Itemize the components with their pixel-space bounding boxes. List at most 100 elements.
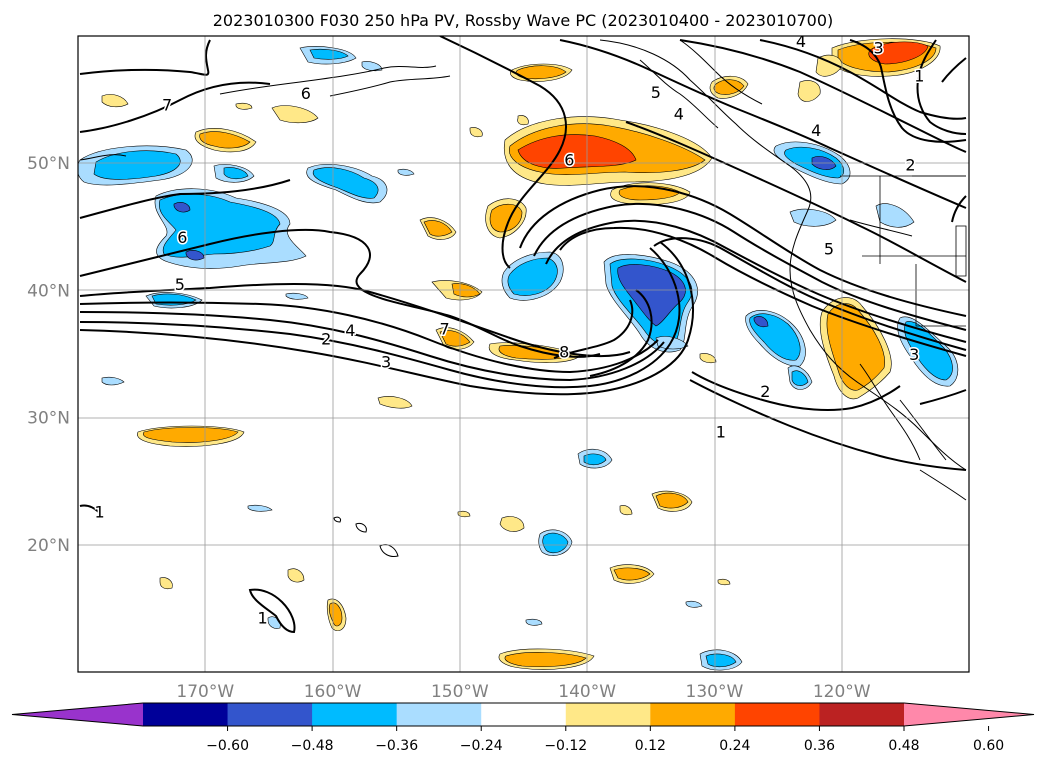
latitude-label: 40°N bbox=[27, 281, 70, 301]
longitude-label: 170°W bbox=[176, 682, 234, 702]
pv-anomaly-pos-strong bbox=[868, 41, 929, 65]
colorbar-segment bbox=[481, 703, 567, 726]
contour-label: 7 bbox=[162, 96, 172, 115]
pv-anomaly-neg-mid bbox=[507, 257, 558, 296]
pv-anomaly-pos-weak bbox=[159, 577, 173, 590]
pv-anomaly-pos-mid bbox=[143, 427, 239, 443]
longitude-label: 140°W bbox=[558, 682, 616, 702]
colorbar-segment bbox=[143, 703, 229, 726]
latitude-label: 20°N bbox=[27, 536, 70, 556]
contour-label: 1 bbox=[95, 503, 105, 522]
latitude-label: 30°N bbox=[27, 409, 70, 429]
pv-anomaly-pos-mid bbox=[199, 131, 251, 149]
colorbar-extend-max bbox=[904, 703, 1034, 726]
colorbar-tick-label: −0.36 bbox=[375, 738, 418, 754]
contour-label: 6 bbox=[564, 150, 574, 169]
colorbar-segment bbox=[819, 703, 905, 726]
latitude-labels: 20°N 30°N 40°N 50°N bbox=[27, 154, 70, 556]
colorbar-outline bbox=[11, 702, 1035, 727]
pv-anomaly-neg-weak bbox=[397, 168, 415, 176]
colorbar-tick-label: 0.36 bbox=[804, 738, 835, 754]
longitude-label: 130°W bbox=[686, 682, 744, 702]
pv-anomaly-neg-weak bbox=[101, 376, 125, 386]
colorbar-segment bbox=[734, 703, 820, 726]
colorbar-tick-label: −0.12 bbox=[544, 738, 587, 754]
pv-anomaly-pos-strong bbox=[517, 134, 637, 169]
colorbar-segment bbox=[312, 703, 398, 726]
pv-anomaly-pos-mid bbox=[613, 567, 651, 581]
pv-anomaly-pos-weak bbox=[469, 127, 483, 138]
colorbar-segment bbox=[565, 703, 651, 726]
contour-label: 1 bbox=[257, 608, 267, 627]
contour-label: 7 bbox=[439, 320, 449, 339]
contour-label: 4 bbox=[674, 105, 684, 124]
pv-anomaly-neg-mid bbox=[93, 150, 181, 180]
pv-anomaly-pos-weak bbox=[235, 102, 253, 110]
pv-anomaly-pos-mid bbox=[655, 492, 689, 509]
pv-anomaly-pos-weak bbox=[287, 568, 305, 583]
contour-label: 5 bbox=[824, 239, 834, 258]
longitude-label: 160°W bbox=[304, 682, 362, 702]
pv-anomaly-neg-mid bbox=[312, 167, 379, 199]
colorbar-tick-label: −0.24 bbox=[460, 738, 503, 754]
pv-anomaly-pos-weak bbox=[717, 578, 731, 586]
pv-anomaly-pos-weak bbox=[517, 115, 529, 126]
contour-label: 3 bbox=[874, 38, 884, 57]
pv-anomaly-neg-mid bbox=[542, 532, 569, 554]
contour-label: 4 bbox=[811, 121, 821, 140]
contour-label: 1 bbox=[914, 66, 924, 85]
pv-anomaly-pos-mid bbox=[439, 330, 471, 347]
contour-label: 6 bbox=[301, 84, 311, 103]
pv-anomaly-pos-weak bbox=[797, 80, 821, 102]
map-frame bbox=[77, 35, 970, 673]
pv-anomaly-neg-strong bbox=[617, 264, 686, 327]
pv-positive-anomalies bbox=[101, 38, 941, 670]
contour-label: 5 bbox=[175, 275, 185, 294]
pv-anomaly-neg-mid bbox=[583, 453, 607, 466]
contour-label: 2 bbox=[321, 330, 331, 349]
pv-anomaly-neg-mid bbox=[791, 370, 809, 386]
pv-anomaly-neg-weak bbox=[655, 336, 689, 350]
contour-label: 6 bbox=[177, 228, 187, 247]
contour-label: 3 bbox=[909, 345, 919, 364]
pv-anomaly-pos-weak bbox=[271, 105, 319, 124]
pv-anomaly-pos-weak bbox=[377, 396, 413, 409]
pv-anomaly-pos-weak bbox=[457, 510, 471, 518]
contour-label: 2 bbox=[760, 382, 770, 401]
pv-anomaly-pos-weak bbox=[499, 516, 525, 532]
pv-anomaly-neg-strong bbox=[185, 250, 205, 261]
pv-anomaly-neg-mid bbox=[705, 653, 737, 668]
longitude-label: 150°W bbox=[431, 682, 489, 702]
pv-anomaly-pos-mid bbox=[423, 220, 453, 237]
longitude-label: 120°W bbox=[813, 682, 871, 702]
colorbar-tick-label: 0.24 bbox=[719, 738, 750, 754]
colorbar: −0.60 −0.48 −0.36 −0.24 −0.12 0.12 0.24 0.36 0.4… bbox=[11, 702, 1035, 754]
colorbar-tick-label: 0.60 bbox=[973, 738, 1004, 754]
pv-anomaly-neg-mid bbox=[223, 167, 249, 180]
pv-anomaly-pos-weak bbox=[699, 353, 717, 364]
colorbar-tick-label: 0.48 bbox=[888, 738, 919, 754]
pv-anomaly-neg-weak bbox=[875, 203, 915, 228]
contour-label: 2 bbox=[905, 155, 915, 174]
pv-anomaly-pos-mid bbox=[504, 652, 587, 668]
latitude-label: 50°N bbox=[27, 154, 70, 174]
pv-anomaly-neg-mid bbox=[309, 48, 349, 60]
contour-label: 3 bbox=[381, 353, 391, 372]
figure-title: 2023010300 F030 250 hPa PV, Rossby Wave … bbox=[213, 11, 834, 30]
pv-anomaly-neg-strong bbox=[753, 316, 769, 328]
pv-anomaly-pos-mid bbox=[328, 602, 343, 627]
colorbar-segment bbox=[227, 703, 313, 726]
colorbar-tick-label: −0.48 bbox=[291, 738, 334, 754]
pv-anomaly-neg-weak bbox=[525, 618, 543, 626]
coastlines bbox=[79, 39, 967, 557]
colorbar-segment bbox=[650, 703, 736, 726]
contour-label: 8 bbox=[559, 342, 569, 361]
pv-anomaly-pos-weak bbox=[619, 505, 633, 516]
pv-anomaly-neg-weak bbox=[285, 292, 309, 300]
contour-label: 4 bbox=[345, 321, 355, 340]
contour-label: 4 bbox=[796, 32, 806, 51]
pv-anomaly-neg-weak bbox=[685, 600, 703, 608]
